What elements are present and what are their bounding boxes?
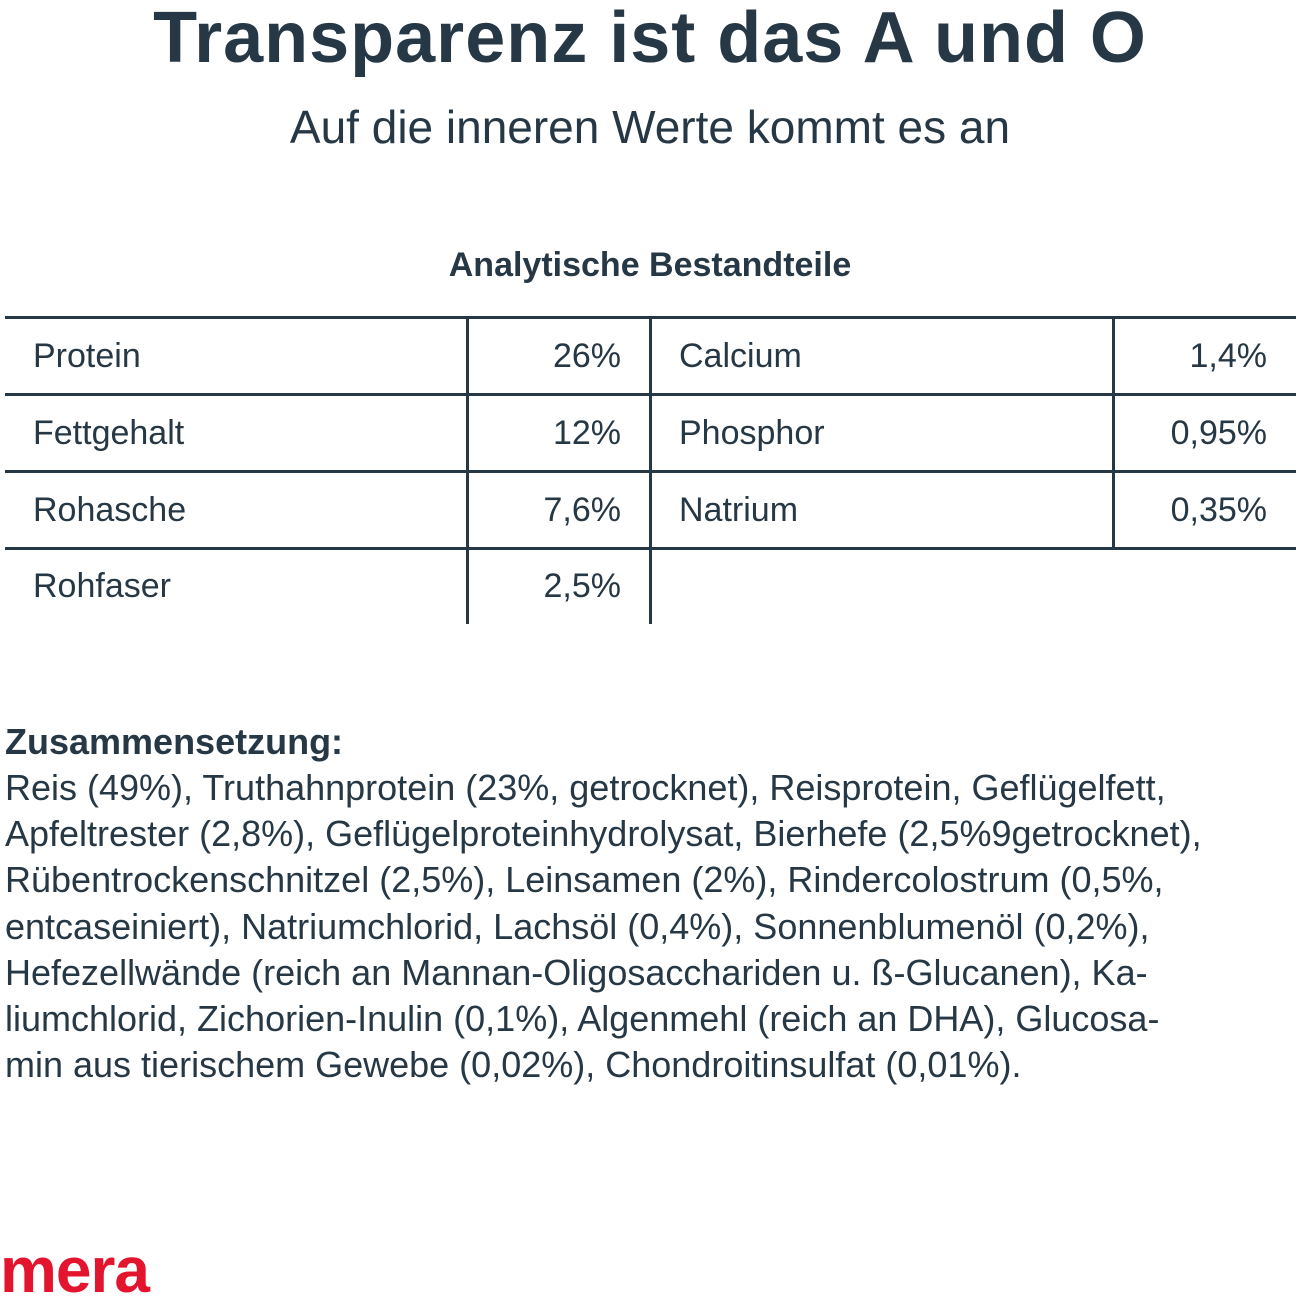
nutrient-value: 0,35% <box>1170 491 1267 529</box>
composition-line: liumchlorid, Zichorien-Inulin (0,1%), Al… <box>5 997 1160 1039</box>
nutrient-value: 1,4% <box>1189 337 1268 375</box>
nutrient-label: Calcium <box>679 337 802 375</box>
nutrient-label: Phosphor <box>679 414 825 452</box>
composition-line: entcaseiniert), Natriumchlorid, Lachsöl … <box>5 905 1150 947</box>
nutrient-value: 12% <box>552 414 621 452</box>
nutrient-label: Natrium <box>679 491 799 529</box>
nutrient-label: Fettgehalt <box>33 414 185 452</box>
table-divider <box>1112 316 1115 550</box>
nutrient-label: Rohfaser <box>33 567 171 605</box>
nutrient-value: 7,6% <box>543 491 622 529</box>
table-divider <box>466 316 469 624</box>
analysis-heading: Analytische Bestandteile <box>448 246 852 284</box>
composition-title: Zusammensetzung: <box>5 721 344 762</box>
composition-line: Rübentrockenschnitzel (2,5%), Leinsamen … <box>5 859 1164 901</box>
page-title: Transparenz ist das A und O <box>153 0 1147 78</box>
table-divider <box>649 316 652 624</box>
analysis-table: Protein 26% Fettgehalt 12% Rohasche 7,6%… <box>5 316 1296 624</box>
composition-line: Hefezellwände (reich an Mannan-Oligosacc… <box>5 951 1148 993</box>
nutrient-value: 0,95% <box>1170 414 1267 452</box>
nutrient-value: 26% <box>552 337 621 375</box>
nutrient-value: 2,5% <box>543 567 622 605</box>
composition-text: Reis (49%), Truthahnprotein (23%, getroc… <box>5 765 1202 1088</box>
composition-line: Apfeltrester (2,8%), Geflügelproteinhydr… <box>5 813 1202 855</box>
mera-logo: mera <box>0 1234 150 1306</box>
composition-line: Reis (49%), Truthahnprotein (23%, getroc… <box>5 767 1166 808</box>
nutrient-label: Rohasche <box>33 491 187 529</box>
page-subtitle: Auf die inneren Werte kommt es an <box>289 101 1011 153</box>
composition-line: min aus tierischem Gewebe (0,02%), Chond… <box>5 1044 1022 1086</box>
nutrient-label: Protein <box>33 337 141 375</box>
